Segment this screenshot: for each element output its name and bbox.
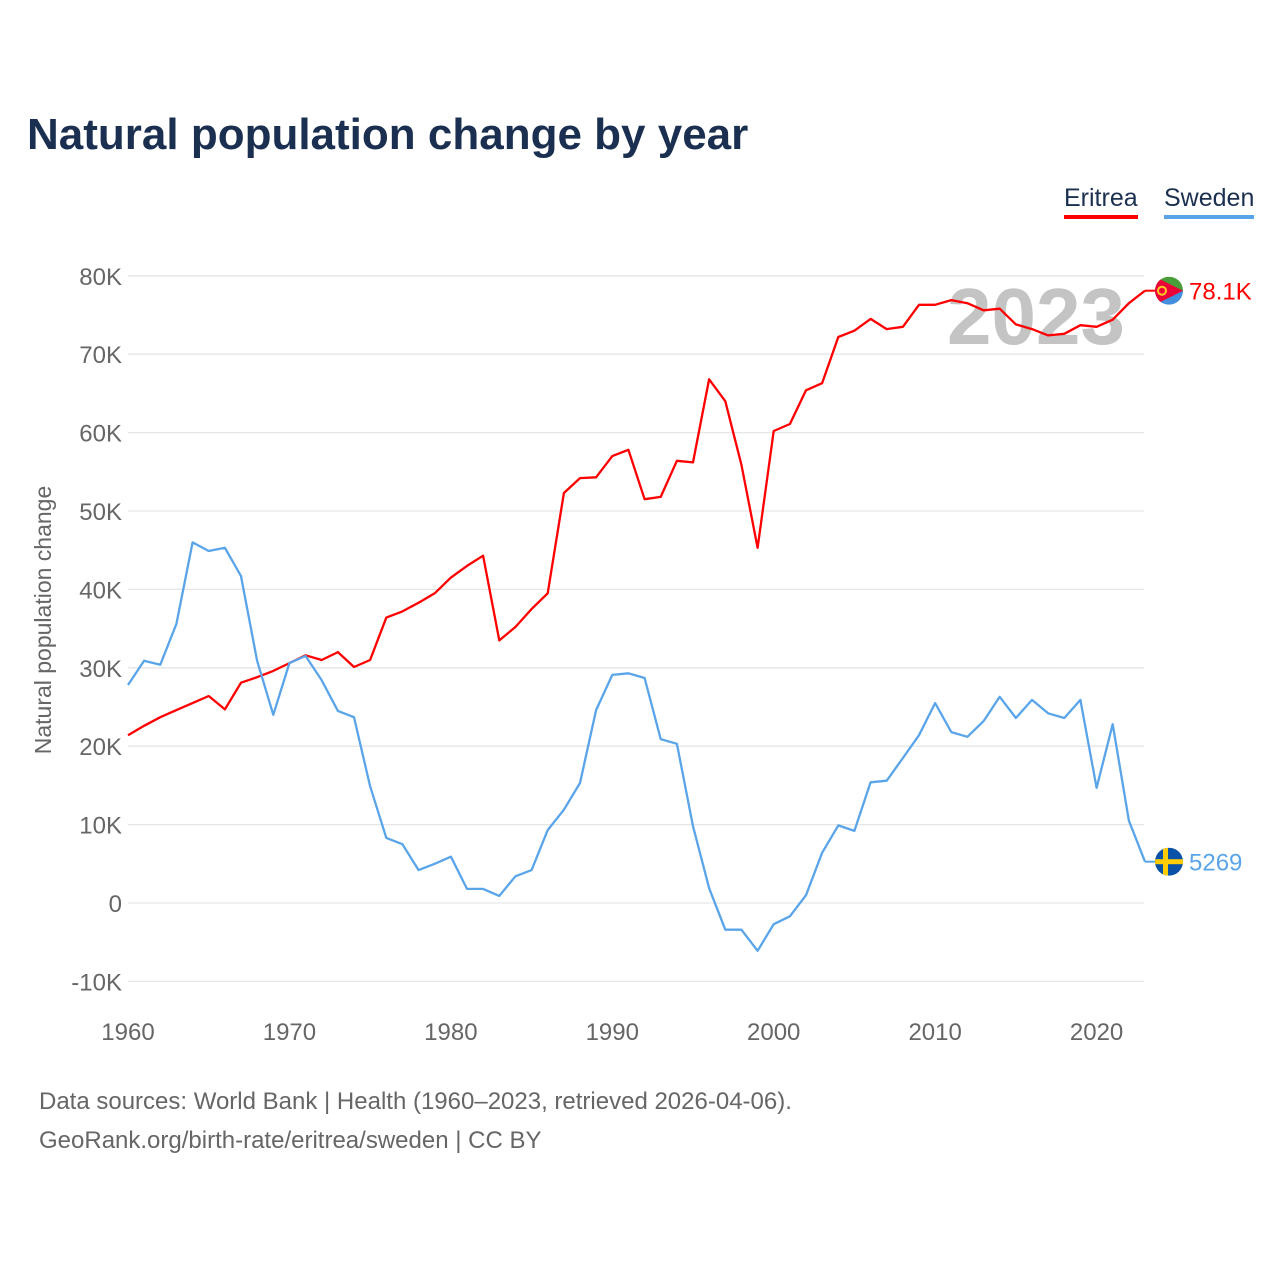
flag-body	[1155, 276, 1183, 305]
x-tick-label: 1960	[101, 1019, 154, 1046]
x-tick-label: 1980	[424, 1019, 477, 1046]
flag-emblem	[1157, 285, 1167, 296]
flag-body	[1155, 847, 1183, 876]
x-tick-label: 1970	[263, 1019, 316, 1046]
y-tick-label: 30K	[79, 656, 122, 683]
data-sources: Data sources: World Bank | Health (1960–…	[39, 1088, 792, 1115]
y-tick-label: 20K	[79, 734, 122, 761]
y-tick-label: 80K	[79, 264, 122, 291]
year-annotation: 2023	[947, 272, 1125, 361]
y-tick-label: 70K	[79, 342, 122, 369]
y-tick-label: 60K	[79, 421, 122, 448]
y-tick-label: 50K	[79, 499, 122, 526]
y-tick-label: 10K	[79, 813, 122, 840]
y-axis-label: Natural population change	[30, 486, 56, 755]
sweden-flag-icon	[1155, 847, 1183, 876]
flag-cross-h	[1155, 859, 1183, 865]
eritrea-flag-icon	[1155, 276, 1183, 305]
legend-item-eritrea[interactable]: Eritrea	[1064, 184, 1138, 219]
x-tick-label: 2000	[747, 1019, 800, 1046]
series-line-sweden	[127, 541, 1147, 952]
y-tick-label: 40K	[79, 577, 122, 604]
source-link[interactable]: GeoRank.org/birth-rate/eritrea/sweden | …	[39, 1127, 542, 1154]
flag-red	[1155, 276, 1183, 305]
y-tick-label: -10K	[71, 969, 122, 996]
end-value-label: 5269	[1189, 850, 1242, 877]
flag-cross-v	[1163, 847, 1168, 876]
x-tick-label: 1990	[586, 1019, 639, 1046]
chart-title: Natural population change by year	[27, 110, 749, 159]
legend-item-sweden[interactable]: Sweden	[1164, 184, 1255, 219]
y-tick-label: 0	[109, 891, 122, 918]
x-tick-label: 2010	[908, 1019, 961, 1046]
x-tick-label: 2020	[1070, 1019, 1123, 1046]
end-value-label: 78.1K	[1189, 279, 1252, 306]
